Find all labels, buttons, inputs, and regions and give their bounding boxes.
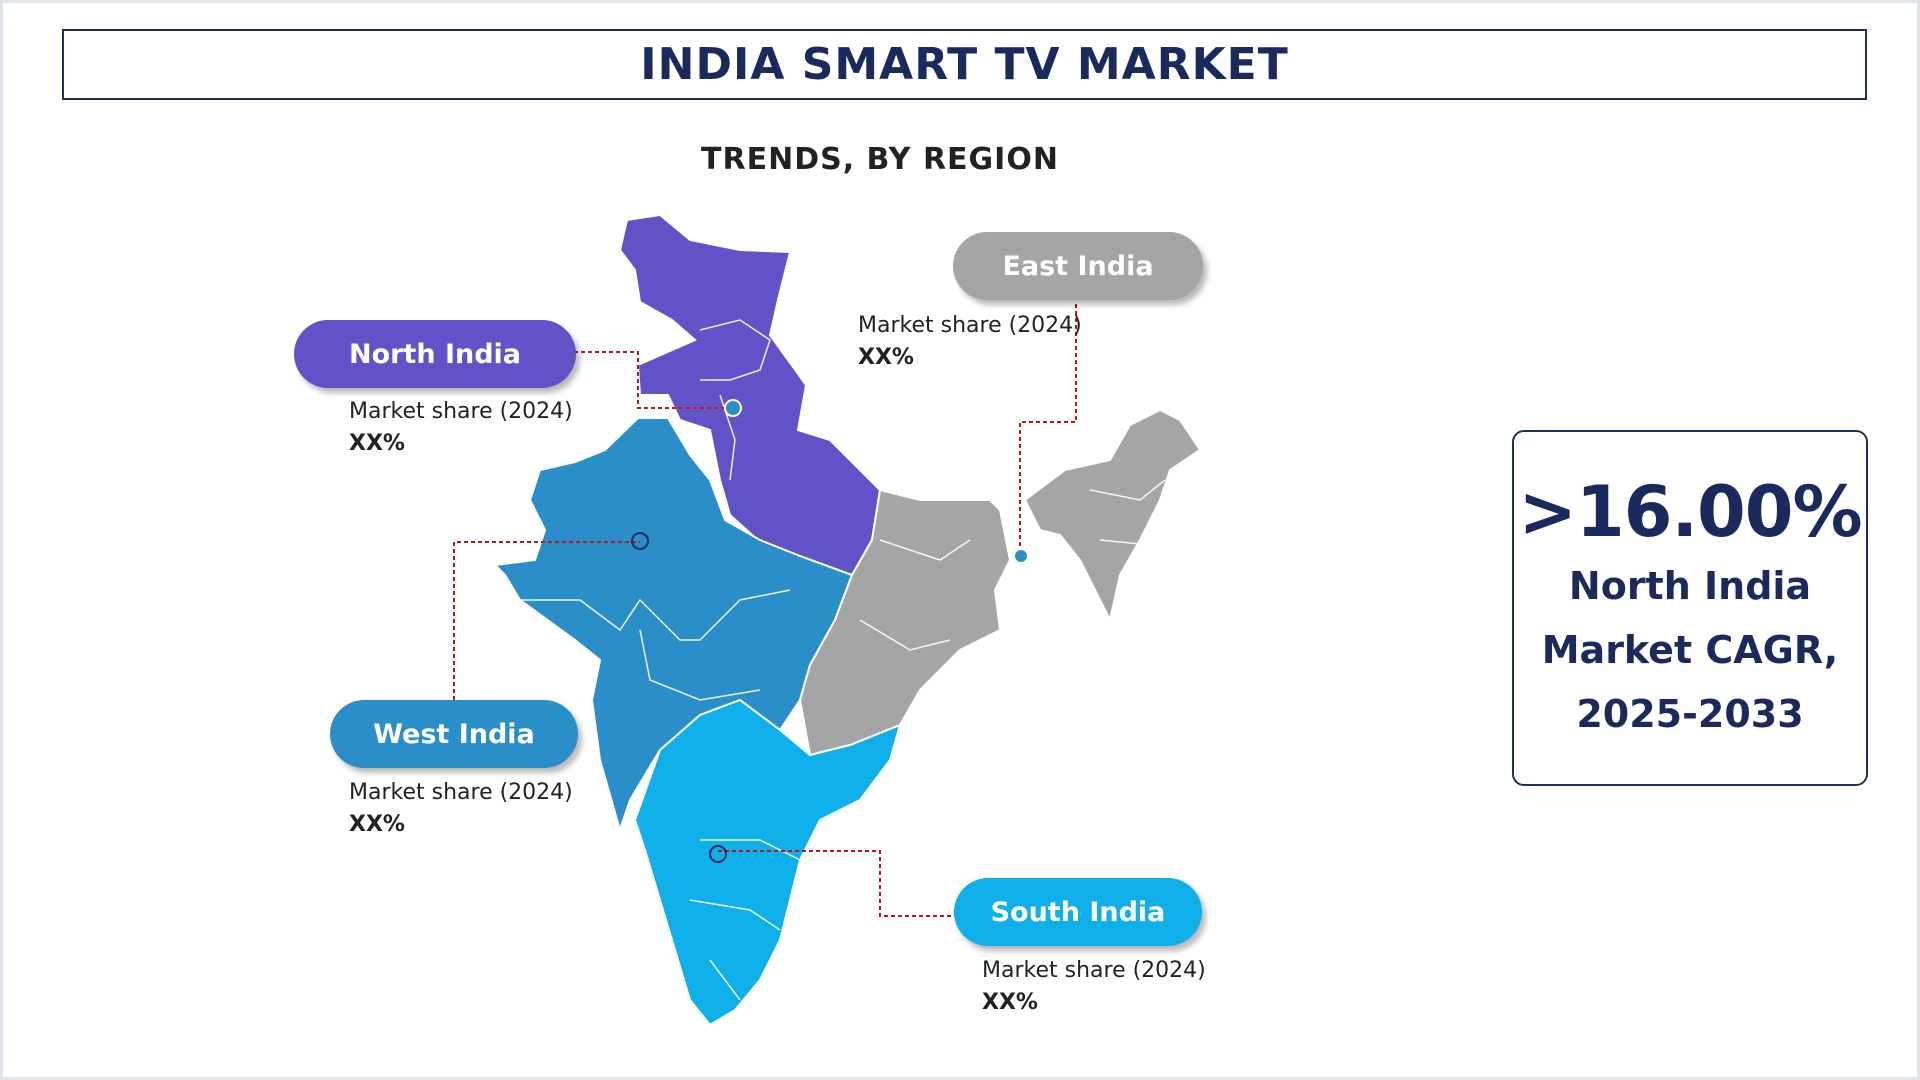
title-box: INDIA SMART TV MARKET xyxy=(62,29,1867,100)
south-leader xyxy=(718,850,958,917)
cagr-value: >16.00% xyxy=(1518,471,1862,553)
region-northeast xyxy=(1023,408,1202,623)
west-share: Market share (2024) XX% xyxy=(349,777,573,841)
north-share-value: XX% xyxy=(349,431,405,456)
east-india-label: East India xyxy=(953,232,1203,300)
cagr-box: >16.00% North India Market CAGR, 2025-20… xyxy=(1512,430,1868,786)
west-marker xyxy=(631,532,649,550)
region-east xyxy=(798,488,1012,757)
location-markers xyxy=(631,399,1029,863)
west-india-label: West India xyxy=(330,700,578,768)
north-india-label: North India xyxy=(294,320,576,388)
east-marker xyxy=(1013,548,1029,564)
subtitle: TRENDS, BY REGION xyxy=(701,142,1059,177)
leader-lines xyxy=(453,304,1077,917)
north-share: Market share (2024) XX% xyxy=(349,396,573,460)
region-west xyxy=(492,417,854,834)
east-leader xyxy=(1019,304,1077,555)
south-marker xyxy=(709,845,727,863)
south-share: Market share (2024) XX% xyxy=(982,955,1206,1019)
west-share-label: Market share (2024) xyxy=(349,780,573,805)
south-share-label: Market share (2024) xyxy=(982,958,1206,983)
east-share: Market share (2024) XX% xyxy=(858,310,1082,374)
east-share-label: Market share (2024) xyxy=(858,313,1082,338)
east-share-value: XX% xyxy=(858,345,914,370)
north-leader xyxy=(560,351,733,409)
south-share-value: XX% xyxy=(982,990,1038,1015)
cagr-label: North India Market CAGR, 2025-2033 xyxy=(1541,564,1839,736)
north-marker xyxy=(724,399,742,417)
page-title: INDIA SMART TV MARKET xyxy=(640,39,1289,90)
west-share-value: XX% xyxy=(349,812,405,837)
west-leader xyxy=(453,541,640,700)
south-india-label: South India xyxy=(954,878,1202,946)
north-share-label: Market share (2024) xyxy=(349,399,573,424)
region-south xyxy=(633,698,902,1027)
state-boundaries xyxy=(520,319,1166,1001)
